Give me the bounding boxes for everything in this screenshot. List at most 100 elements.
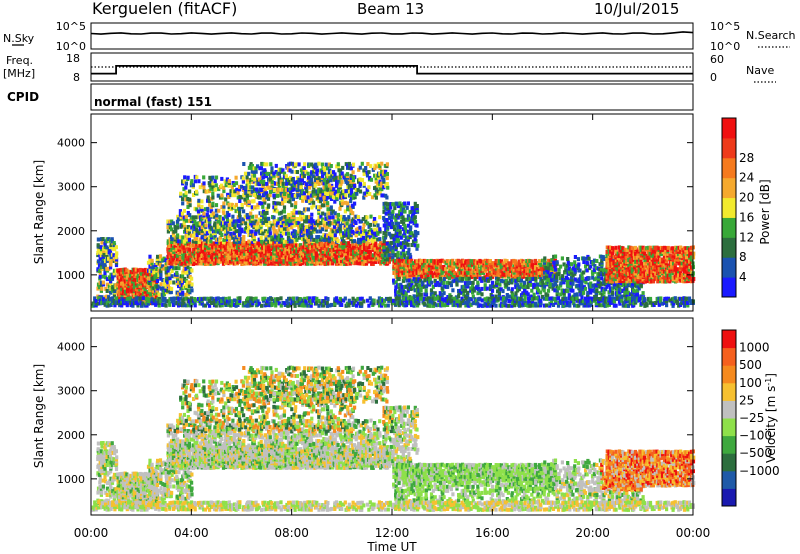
power-cell: [127, 284, 131, 288]
power-cell: [494, 259, 498, 263]
power-cell: [483, 267, 488, 272]
power-cell: [283, 197, 287, 202]
power-cell: [112, 271, 116, 276]
power-cell: [232, 219, 236, 224]
power-cell: [183, 225, 187, 229]
power-cell: [247, 181, 251, 186]
power-cell: [103, 271, 107, 276]
power-cell: [551, 273, 555, 278]
power-cell: [301, 223, 305, 228]
nsky-frame: [90, 22, 694, 50]
power-cell: [567, 293, 571, 298]
power-cell: [189, 181, 194, 186]
power-cell: [225, 177, 229, 182]
power-cell: [306, 195, 310, 200]
power-cell: [290, 215, 294, 220]
power-cell: [447, 272, 452, 277]
power-cell: [377, 255, 381, 260]
power-cell: [419, 259, 423, 264]
power-cell: [304, 217, 309, 222]
power-cell: [391, 212, 395, 216]
power-cell: [374, 195, 378, 200]
power-cell: [250, 223, 254, 228]
power-cell: [395, 264, 399, 269]
power-cell: [229, 193, 233, 198]
power-cell: [544, 275, 548, 280]
power-cell: [289, 256, 293, 260]
power-cell: [407, 247, 411, 252]
power-cell: [537, 267, 542, 272]
power-cell: [181, 201, 185, 206]
power-cell: [195, 253, 199, 258]
power-cell: [252, 221, 256, 226]
power-cell: [467, 276, 471, 281]
power-cell: [379, 241, 383, 246]
power-cell: [193, 179, 198, 184]
power-cell: [308, 228, 312, 233]
power-cell: [212, 261, 216, 266]
power-cell: [291, 261, 295, 266]
power-cell: [188, 288, 192, 293]
power-cell: [136, 291, 140, 296]
power-cell: [282, 171, 287, 176]
power-cell: [279, 201, 283, 206]
power-cell: [244, 191, 248, 196]
power-cell: [555, 284, 559, 289]
power-cell: [223, 214, 227, 219]
power-cell: [641, 291, 645, 296]
power-cell: [533, 258, 537, 263]
power-cell: [256, 260, 260, 264]
power-cell: [148, 276, 152, 281]
power-cell: [401, 271, 405, 276]
power-cell: [382, 177, 386, 182]
power-cell: [250, 245, 254, 250]
power-cell: [389, 240, 394, 245]
power-cell: [521, 263, 525, 268]
power-cell: [435, 280, 440, 285]
power-cell: [248, 219, 252, 224]
power-cell: [349, 185, 353, 190]
power-cell: [327, 183, 332, 188]
power-cell: [460, 258, 465, 263]
power-cell: [331, 195, 336, 200]
power-cell: [209, 255, 214, 260]
power-cell: [117, 291, 122, 296]
power-cell: [225, 259, 229, 264]
power-cell: [446, 284, 450, 289]
power-cell: [101, 237, 105, 241]
power-cell: [582, 278, 586, 283]
power-cell: [256, 241, 260, 246]
power-cell: [263, 249, 267, 254]
power-cell: [173, 254, 177, 258]
power-cell: [497, 287, 501, 292]
power-cell: [272, 200, 276, 205]
power-cell: [396, 202, 400, 207]
power-cell: [339, 168, 343, 173]
power-cell: [403, 201, 407, 206]
power-cell: [349, 191, 354, 196]
power-cell: [288, 178, 292, 182]
power-cell: [464, 284, 468, 289]
power-cell: [231, 214, 235, 219]
power-cell: [290, 231, 294, 236]
power-cell: [254, 241, 258, 246]
power-cell: [112, 241, 116, 245]
power-cell: [521, 291, 525, 296]
power-cell: [264, 237, 268, 242]
power-cell: [238, 187, 242, 192]
power-cell: [198, 227, 202, 231]
power-cell: [324, 227, 328, 232]
power-cell: [184, 197, 188, 202]
power-cell: [618, 293, 622, 298]
power-cell: [415, 277, 419, 282]
power-cell: [320, 170, 324, 175]
power-cell: [297, 183, 301, 188]
power-cell: [238, 207, 242, 212]
power-cell: [242, 209, 246, 214]
power-cell: [220, 193, 224, 198]
power-cell: [159, 282, 163, 287]
power-cell: [320, 235, 324, 240]
power-cell: [410, 286, 414, 291]
power-cell: [357, 255, 361, 260]
power-cell: [196, 257, 200, 262]
